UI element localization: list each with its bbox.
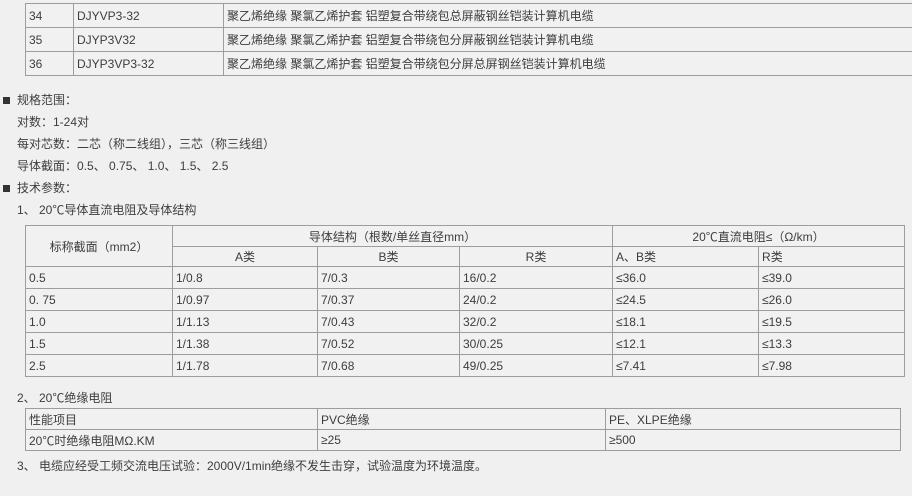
cell: ≤39.0 [758,266,906,289]
cell: 0.5 [25,266,173,289]
model-desc-cell: 聚乙烯绝缘 聚氯乙烯护套 铝塑复合带绕包总屏蔽钢丝铠装计算机电缆 [223,3,912,28]
col-header-pvc: PVC绝缘 [317,408,606,430]
spec-range-title: 规格范围： [0,89,912,111]
spec-range-label: 规格范围： [17,93,78,107]
group-header-conductor-structure: 导体结构（根数/单丝直径mm） [171,225,614,247]
cell: ≥25 [317,429,606,451]
spec-line-cores: 每对芯数：二芯（称二线组），三芯（称三线组） [17,137,276,151]
cell: 32/0.2 [458,310,614,333]
subheader-class-ab: A、B类 [612,246,760,267]
cell: ≤18.1 [612,310,760,333]
tech-item3-heading: 3、 电缆应经受工频交流电压试验：2000V/1min绝缘不发生击穿，试验温度为… [17,459,488,473]
cell: 7/0.37 [317,288,460,311]
insulation-resistance-table: 性能项目 PVC绝缘 PE、XLPE绝缘 20℃时绝缘电阻MΩ.KM ≥25 ≥… [25,408,901,451]
tech-item1-heading: 1、 20℃导体直流电阻及导体结构 [17,203,197,217]
model-desc-cell: 聚乙烯绝缘 聚氯乙烯护套 铝塑复合带绕包分屏蔽钢丝铠装计算机电缆 [223,27,912,52]
spec-line-cross-section: 导体截面：0.5、 0.75、 1.0、 1.5、 2.5 [17,159,229,173]
cell: 30/0.25 [458,332,614,355]
square-bullet-icon [3,97,10,104]
cell: 1/0.97 [172,288,318,311]
cell: 1.0 [25,310,173,333]
group-header-dc-resistance: 20℃直流电阻≤（Ω/km） [612,225,906,247]
cell: 1/1.13 [172,310,318,333]
cell: 20℃时绝缘电阻MΩ.KM [25,429,318,451]
cell: ≤13.3 [758,332,906,355]
cell: 7/0.43 [317,310,460,333]
table-row: 1.0 1/1.13 7/0.43 32/0.2 ≤18.1 ≤19.5 [25,310,906,333]
cell: 24/0.2 [458,288,614,311]
col-header-property: 性能项目 [25,408,318,430]
table-header-row: 标称截面（mm2） 导体结构（根数/单丝直径mm） 20℃直流电阻≤（Ω/km） [25,225,906,267]
spec-text-block: 规格范围： 对数：1-24对 每对芯数：二芯（称二线组），三芯（称三线组） 导体… [0,89,912,221]
model-number-cell: 34 [25,3,74,28]
table-row: 2.5 1/1.78 7/0.68 49/0.25 ≤7.41 ≤7.98 [25,354,906,377]
table-row: 35 DJYP3V32 聚乙烯绝缘 聚氯乙烯护套 铝塑复合带绕包分屏蔽钢丝铠装计… [25,27,912,52]
tech-params-title: 技术参数： [0,177,912,199]
model-code-cell: DJYP3V32 [73,27,224,52]
cell: ≤24.5 [612,288,760,311]
model-code-cell: DJYVP3-32 [73,3,224,28]
model-code-cell: DJYP3VP3-32 [73,51,224,76]
model-desc-cell: 聚乙烯绝缘 聚氯乙烯护套 铝塑复合带绕包分屏总屏钢丝铠装计算机电缆 [223,51,912,76]
cell: ≤36.0 [612,266,760,289]
subheader-class-a: A类 [172,246,318,267]
table-row: 36 DJYP3VP3-32 聚乙烯绝缘 聚氯乙烯护套 铝塑复合带绕包分屏总屏钢… [25,51,912,76]
cell: 7/0.52 [317,332,460,355]
conductor-resistance-table: 标称截面（mm2） 导体结构（根数/单丝直径mm） 20℃直流电阻≤（Ω/km）… [25,225,906,377]
col-header-cross-section: 标称截面（mm2） [25,225,173,267]
subheader-class-r: R类 [458,246,614,267]
col-header-pe-xlpe: PE、XLPE绝缘 [605,408,901,430]
cell: 1/1.38 [172,332,318,355]
cell: ≤7.98 [758,354,906,377]
cable-model-table: 34 DJYVP3-32 聚乙烯绝缘 聚氯乙烯护套 铝塑复合带绕包总屏蔽钢丝铠装… [25,3,912,76]
cell: 7/0.3 [317,266,460,289]
cell: 16/0.2 [458,266,614,289]
model-number-cell: 35 [25,27,74,52]
tech-item2-heading: 2、 20℃绝缘电阻 [17,391,113,405]
subheader-class-r2: R类 [758,246,906,267]
cell: 1/1.78 [172,354,318,377]
table-header-row: 性能项目 PVC绝缘 PE、XLPE绝缘 [25,408,901,430]
cell: 2.5 [25,354,173,377]
table-row: 1.5 1/1.38 7/0.52 30/0.25 ≤12.1 ≤13.3 [25,332,906,355]
table-row: 34 DJYVP3-32 聚乙烯绝缘 聚氯乙烯护套 铝塑复合带绕包总屏蔽钢丝铠装… [25,3,912,28]
cell: 1/0.8 [172,266,318,289]
cell: ≤26.0 [758,288,906,311]
table-row: 20℃时绝缘电阻MΩ.KM ≥25 ≥500 [25,429,901,451]
model-number-cell: 36 [25,51,74,76]
cell: ≤19.5 [758,310,906,333]
tech-params-label: 技术参数： [17,181,78,195]
cell: 7/0.68 [317,354,460,377]
cell: 0. 75 [25,288,173,311]
cell: ≤7.41 [612,354,760,377]
table-row: 0.5 1/0.8 7/0.3 16/0.2 ≤36.0 ≤39.0 [25,266,906,289]
square-bullet-icon [3,185,10,192]
table-subheader-row: A类 B类 R类 A、B类 R类 [26,246,906,267]
cell: 49/0.25 [458,354,614,377]
table-row: 0. 75 1/0.97 7/0.37 24/0.2 ≤24.5 ≤26.0 [25,288,906,311]
subheader-class-b: B类 [317,246,460,267]
spec-line-pairs: 对数：1-24对 [17,115,90,129]
cell: 1.5 [25,332,173,355]
cell: ≤12.1 [612,332,760,355]
cell: ≥500 [605,429,901,451]
